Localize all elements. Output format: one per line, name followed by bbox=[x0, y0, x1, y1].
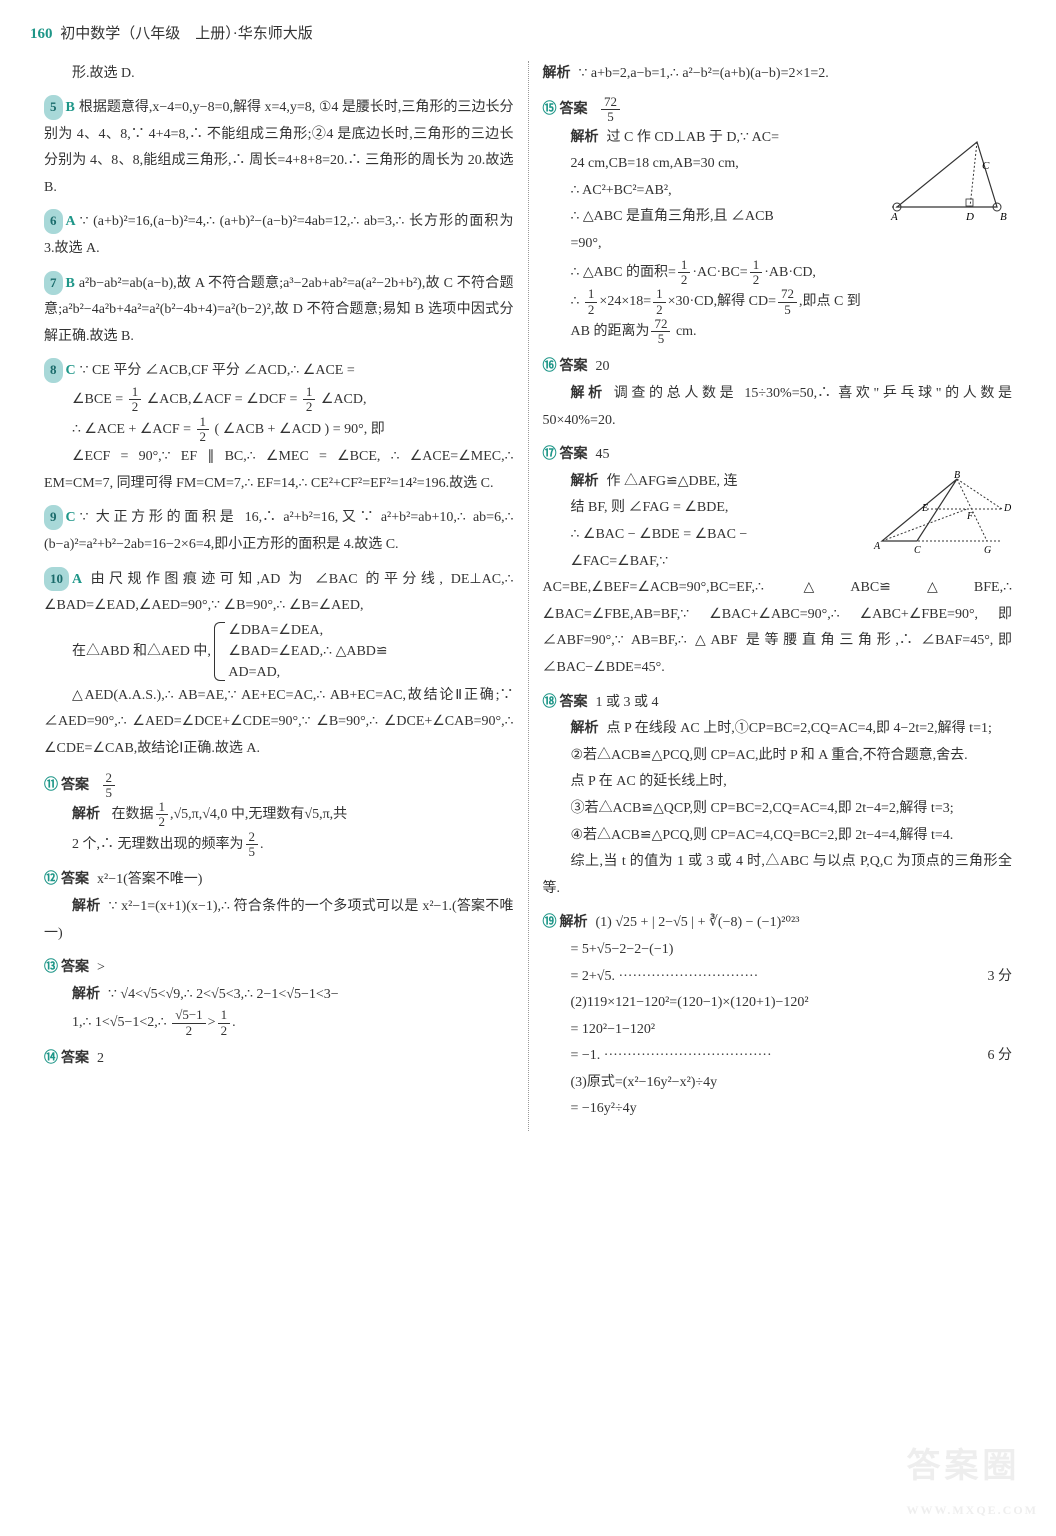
question-15: ⑮答案 725 A B C D 解析过 C 作 CD⊥AB 于 D,∵ AC= … bbox=[543, 95, 1013, 346]
question-12: ⑫答案x²−1(答案不唯一) 解析∵ x²−1=(x+1)(x−1),∴ 符合条… bbox=[44, 867, 514, 947]
svg-text:A: A bbox=[890, 211, 898, 222]
q8-answer: C bbox=[66, 363, 76, 378]
watermark-text: 答案圈 bbox=[906, 1448, 1020, 1485]
q16-answer: 20 bbox=[596, 359, 610, 374]
left-column: 形.故选 D. 5B根据题意得,x−4=0,y−8=0,解得 x=4,y=8, … bbox=[30, 61, 528, 1132]
q15-number: ⑮ bbox=[543, 97, 557, 124]
q17-answer: 45 bbox=[596, 447, 610, 462]
question-5: 5B根据题意得,x−4=0,y−8=0,解得 x=4,y=8, ①4 是腰长时,… bbox=[44, 95, 514, 201]
svg-text:F: F bbox=[966, 511, 974, 522]
pre-right: 解析∵ a+b=2,a−b=1,∴ a²−b²=(a+b)(a−b)=2×1=2… bbox=[543, 61, 1013, 88]
q19-number: ⑲ bbox=[543, 910, 557, 937]
q9-text: ∵ 大正方形的面积是 16,∴ a²+b²=16,又∵ a²+b²=ab+10,… bbox=[44, 510, 514, 552]
q5-number: 5 bbox=[44, 95, 63, 120]
q18-answer: 1 或 3 或 4 bbox=[596, 695, 659, 710]
q5-text: 根据题意得,x−4=0,y−8=0,解得 x=4,y=8, ①4 是腰长时,三角… bbox=[44, 100, 514, 195]
question-19: ⑲解析(1) √25 + | 2−√5 | + ∛(−8) − (−1)²⁰²³… bbox=[543, 910, 1013, 1123]
triangle-diagram-icon: A B C D bbox=[882, 127, 1012, 222]
question-14: ⑭答案2 bbox=[44, 1046, 514, 1073]
question-13: ⑬答案> 解析∵ √4<√5<√9,∴ 2<√5<3,∴ 2−1<√5−1<3−… bbox=[44, 955, 514, 1038]
q10-brace: 在△ABD 和△AED 中, ∠DBA=∠DEA, ∠BAD=∠EAD,∴ △A… bbox=[44, 644, 388, 659]
question-9: 9C∵ 大正方形的面积是 16,∴ a²+b²=16,又∵ a²+b²=ab+1… bbox=[44, 505, 514, 558]
q7-answer: B bbox=[66, 276, 75, 291]
question-16: ⑯答案20 解析调查的总人数是 15÷30%=50,∴ 喜欢"乒乓球"的人数是 … bbox=[543, 354, 1013, 434]
question-7: 7Ba²b−ab²=ab(a−b),故 A 不符合题意;a³−2ab+ab²=a… bbox=[44, 271, 514, 351]
svg-text:D: D bbox=[1003, 503, 1012, 514]
question-6: 6A∵ (a+b)²=16,(a−b)²=4,∴ (a+b)²−(a−b)²=4… bbox=[44, 209, 514, 262]
content-columns: 形.故选 D. 5B根据题意得,x−4=0,y−8=0,解得 x=4,y=8, … bbox=[30, 61, 1026, 1132]
q7-number: 7 bbox=[44, 271, 63, 296]
svg-text:C: C bbox=[982, 160, 990, 172]
q5-answer: B bbox=[66, 100, 75, 115]
q10-line3: △AED(A.A.S.),∴ AB=AE,∵ AE+EC=AC,∴ AB+EC=… bbox=[44, 688, 514, 756]
q6-text: ∵ (a+b)²=16,(a−b)²=4,∴ (a+b)²−(a−b)²=4ab… bbox=[44, 214, 514, 256]
pre-text: 形.故选 D. bbox=[44, 61, 514, 88]
q12-number: ⑫ bbox=[44, 867, 58, 894]
q16-number: ⑯ bbox=[543, 354, 557, 381]
svg-text:A: A bbox=[873, 541, 881, 552]
question-8: 8C ∵ CE 平分 ∠ACB,CF 平分 ∠ACD,∴ ∠ACE = ∠BCE … bbox=[44, 358, 514, 497]
svg-text:D: D bbox=[965, 211, 974, 222]
book-title: 初中数学（八年级 上册）·华东师大版 bbox=[60, 26, 313, 42]
q8-number: 8 bbox=[44, 358, 63, 383]
points-6: 6 分 bbox=[988, 1043, 1013, 1070]
q9-answer: C bbox=[66, 510, 76, 525]
svg-text:B: B bbox=[1000, 211, 1007, 222]
q13-answer: > bbox=[97, 960, 105, 975]
q13-number: ⑬ bbox=[44, 955, 58, 982]
q8-line1: ∵ CE 平分 ∠ACB,CF 平分 ∠ACD,∴ ∠ACE = bbox=[80, 363, 355, 378]
question-10: 10A由尺规作图痕迹可知,AD 为 ∠BAC 的平分线, DE⊥AC,∴ ∠BA… bbox=[44, 567, 514, 763]
question-11: ⑪答案 25 解析 在数据12,√5,π,√4,0 中,无理数有√5,π,共 2… bbox=[44, 771, 514, 860]
answer-label: 答案 bbox=[61, 778, 89, 793]
q15-answer-frac: 725 bbox=[601, 95, 620, 125]
question-18: ⑱答案1 或 3 或 4 解析点 P 在线段 AC 上时,①CP=BC=2,CQ… bbox=[543, 690, 1013, 903]
q12-expl: ∵ x²−1=(x+1)(x−1),∴ 符合条件的一个多项式可以是 x²−1.(… bbox=[44, 899, 514, 941]
svg-text:C: C bbox=[914, 545, 921, 556]
q8-line2: ∠BCE = 12 ∠ACB,∠ACF = ∠DCF = 12 ∠ACD, bbox=[44, 392, 367, 407]
q10-answer: A bbox=[72, 572, 82, 587]
right-column: 解析∵ a+b=2,a−b=1,∴ a²−b²=(a+b)(a−b)=2×1=2… bbox=[529, 61, 1027, 1132]
svg-text:G: G bbox=[984, 545, 991, 556]
page-number: 160 bbox=[30, 26, 53, 42]
svg-text:E: E bbox=[921, 503, 928, 514]
q11-explanation: 解析 在数据12,√5,π,√4,0 中,无理数有√5,π,共 bbox=[44, 807, 347, 822]
q17-number: ⑰ bbox=[543, 442, 557, 469]
svg-text:B: B bbox=[954, 471, 960, 481]
q6-answer: A bbox=[66, 214, 76, 229]
q8-line4: ∠ECF = 90°,∵ EF ∥ BC,∴ ∠MEC = ∠BCE, ∴ ∠A… bbox=[44, 449, 514, 491]
page-header: 160 初中数学（八年级 上册）·华东师大版 bbox=[30, 20, 1026, 49]
watermark-url: WWW.MXQE.COM bbox=[906, 1499, 1038, 1522]
q14-number: ⑭ bbox=[44, 1046, 58, 1073]
q12-answer: x²−1(答案不唯一) bbox=[97, 872, 202, 887]
geometry-diagram-icon: A B C D E F G bbox=[872, 471, 1012, 561]
q11-answer-frac: 25 bbox=[103, 771, 116, 801]
q6-number: 6 bbox=[44, 209, 63, 234]
q10-line1: 由尺规作图痕迹可知,AD 为 ∠BAC 的平分线, DE⊥AC,∴ ∠BAD=∠… bbox=[44, 572, 514, 614]
q18-number: ⑱ bbox=[543, 690, 557, 717]
points-3: 3 分 bbox=[988, 964, 1013, 991]
q10-number: 10 bbox=[44, 567, 69, 592]
watermark: 答案圈 WWW.MXQE.COM bbox=[906, 1435, 1038, 1522]
q8-line3: ∴ ∠ACE + ∠ACF = 12 ( ∠ACB + ∠ACD ) = 90°… bbox=[44, 422, 385, 437]
q14-answer: 2 bbox=[97, 1051, 104, 1066]
q11-number: ⑪ bbox=[44, 773, 58, 800]
q9-number: 9 bbox=[44, 505, 63, 530]
question-17: ⑰答案45 A B C D E F G 解析作 △AFG≌△DBE, 连 结 B… bbox=[543, 442, 1013, 681]
q7-text: a²b−ab²=ab(a−b),故 A 不符合题意;a³−2ab+ab²=a(a… bbox=[44, 276, 514, 344]
